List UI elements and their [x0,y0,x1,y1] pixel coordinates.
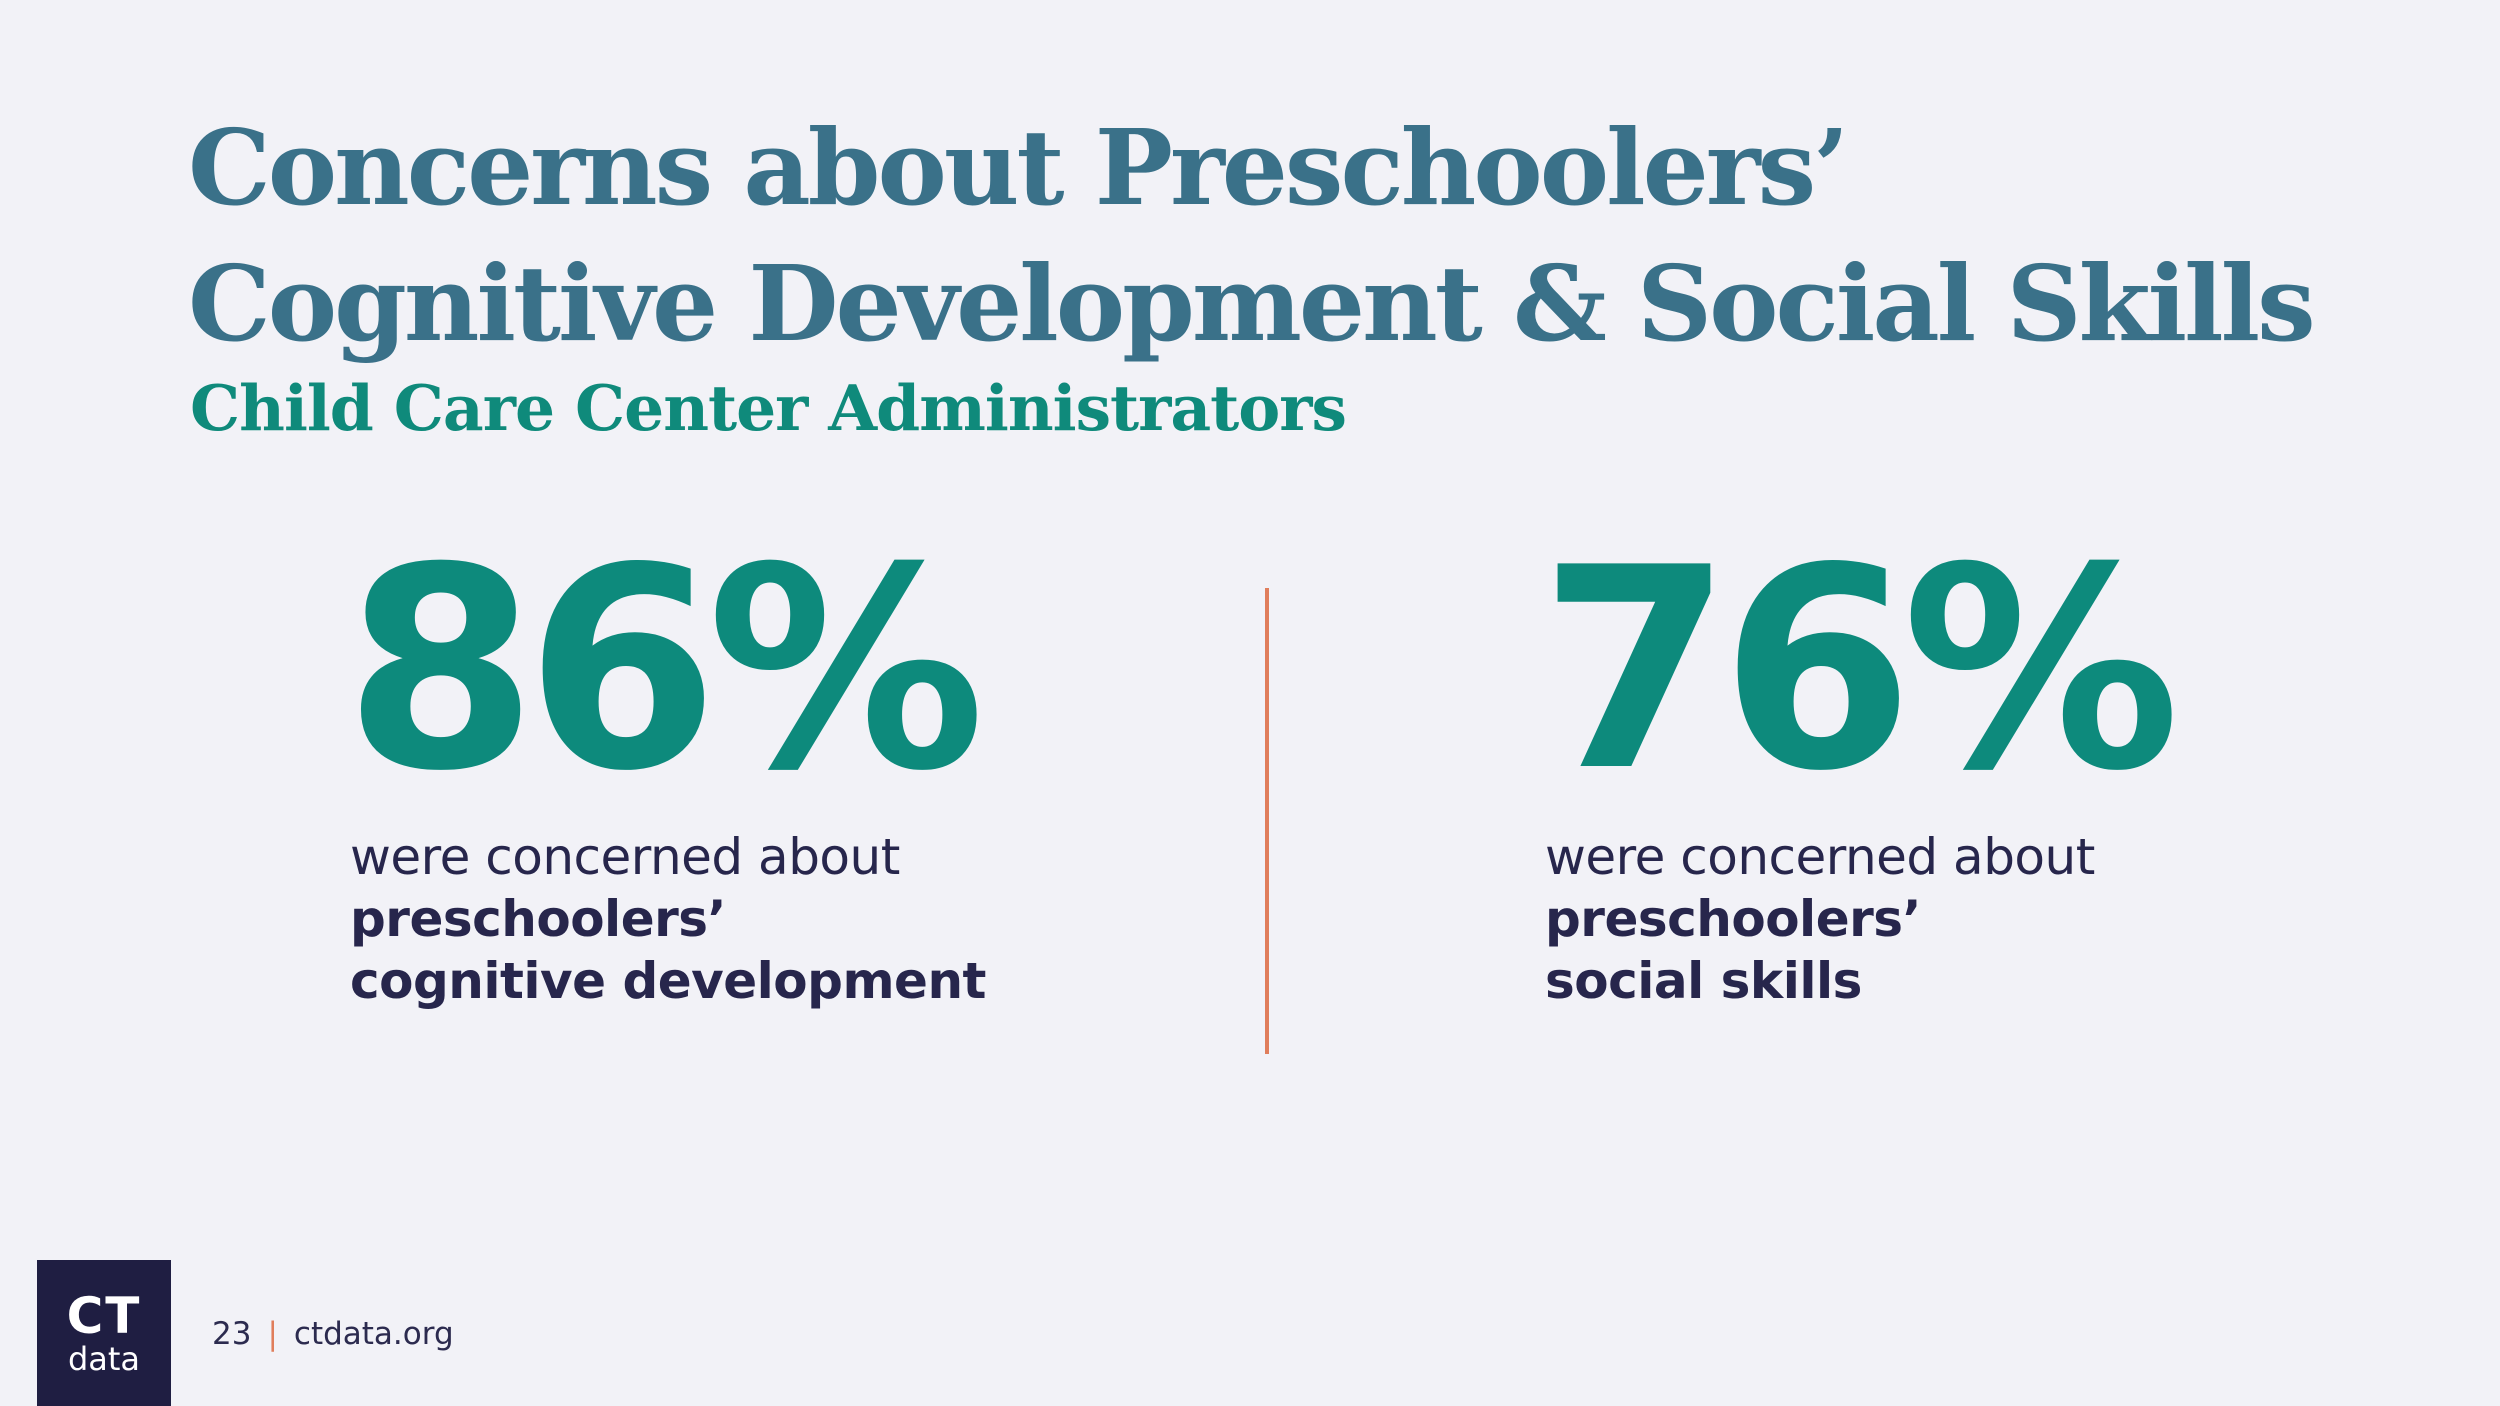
stat-value: 76% [1539,508,2180,832]
stat-description-emphasis: cognitive development [350,952,986,1010]
logo-ct-text: CT [66,1287,142,1345]
stat-value: 86% [344,508,985,832]
stat-description-line: were concerned about [350,828,900,886]
logo-data-text: data [67,1340,141,1378]
footer-separator: | [267,1316,278,1352]
slide-title: Concerns about Preschoolers’ Cognitive D… [188,100,2316,372]
stat-social-skills: 76% were concerned about preschoolers’ s… [1539,530,2385,1012]
stat-description: were concerned about preschoolers’ socia… [1545,826,2385,1012]
stat-description-emphasis: social skills [1545,952,1862,1010]
vertical-divider [1265,588,1269,1054]
stat-cognitive-development: 86% were concerned about preschoolers’ c… [344,530,1190,1012]
ctdata-logo: CT data [37,1260,171,1406]
stat-description-emphasis: preschoolers’ [1545,890,1922,948]
stat-description: were concerned about preschoolers’ cogni… [350,826,1190,1012]
slide-footer: 23 | ctdata.org [212,1314,454,1354]
page-number: 23 [212,1316,252,1352]
website-link[interactable]: ctdata.org [293,1316,454,1352]
slide-subtitle: Child Care Center Administrators [190,371,1347,445]
slide-title-line-2: Cognitive Development & Social Skills [188,242,2316,365]
stat-description-line: were concerned about [1545,828,2095,886]
slide-title-line-1: Concerns about Preschoolers’ [188,106,1849,229]
stat-description-emphasis: preschoolers’ [350,890,727,948]
